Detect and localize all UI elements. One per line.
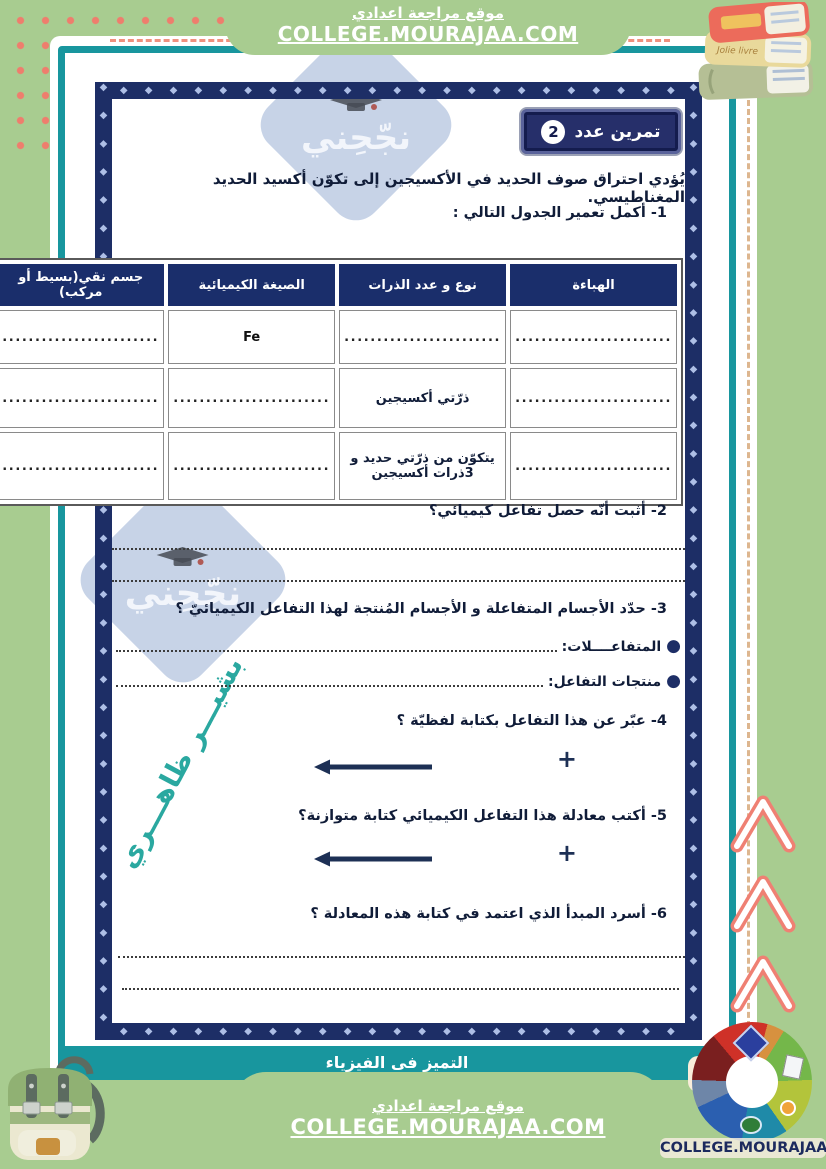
exercise-number-badge: 2: [541, 119, 566, 144]
table-cell-blank: ........................: [0, 432, 165, 500]
dashed-line-decoration: [747, 100, 750, 1045]
table-cell-blank: ........................: [510, 432, 677, 500]
atom-icon: [780, 1100, 796, 1116]
brand-watermark: نجّحِني: [69, 466, 297, 694]
question-5: 5- أكتب معادلة هذا التفاعل الكيميائي كتا…: [298, 808, 667, 824]
site-header-banner: موقع مراجعة اعدادي COLLEGE.MOURAJAA.COM: [225, 0, 631, 55]
site-footer-banner: موقع مراجعة اعدادي COLLEGE.MOURAJAA.COM: [232, 1072, 664, 1169]
table-cell-blank: ........................: [510, 310, 677, 364]
ornamental-border-right: ◆ ◆ ◆ ◆ ◆ ◆ ◆ ◆ ◆ ◆ ◆ ◆ ◆ ◆ ◆ ◆ ◆ ◆ ◆ ◆ …: [685, 82, 702, 1040]
question-4: 4- عبّر عن هذا التفاعل بكتابة لفظيّة ؟: [396, 713, 667, 729]
ornamental-border-top: ◆ ◆ ◆ ◆ ◆ ◆ ◆ ◆ ◆ ◆ ◆ ◆ ◆ ◆ ◆ ◆ ◆ ◆ ◆ ◆ …: [95, 82, 702, 99]
exercise-table: الهباءة نوع و عدد الذرات الصيغة الكيميائ…: [0, 258, 683, 506]
table-cell-blank: ........................: [168, 432, 336, 500]
table-header-atoms: نوع و عدد الذرات: [339, 264, 507, 306]
site-logo: [692, 1022, 812, 1142]
chevron-up-icon: [730, 875, 796, 933]
reaction-arrow-icon: [314, 851, 432, 867]
site-name-arabic: موقع مراجعة اعدادي: [352, 4, 504, 22]
table-cell-oxygen-atoms: ذرّتي أكسيجين: [339, 368, 507, 428]
reaction-arrow-icon: [314, 759, 432, 775]
table-row: ........................ ذرّتي أكسيجين .…: [0, 368, 677, 428]
plus-sign: +: [556, 745, 577, 773]
graduation-cap-icon: [157, 546, 209, 573]
dotted-leader: [116, 650, 557, 652]
table-cell-formula-fe: Fe: [168, 310, 336, 364]
dotted-leader: [116, 685, 543, 687]
backpack-illustration: [0, 1046, 118, 1169]
chevron-up-icon: [730, 795, 796, 853]
answer-line: [112, 548, 685, 550]
exercise-title-label: تمرين عدد: [574, 121, 661, 142]
table-header-pure-body: جسم نقي(بسيط أو مركب): [0, 264, 165, 306]
site-name-arabic: موقع مراجعة اعدادي: [372, 1097, 524, 1115]
table-cell-composition: يتكوّن من ذرّتي حديد و 3ذرات أكسيجين: [339, 432, 507, 500]
site-url: COLLEGE.MOURAJAA.COM: [277, 22, 579, 46]
products-bullet-row: ● منتجات التفاعل:: [116, 673, 681, 690]
globe-icon: [740, 1116, 762, 1134]
chevron-up-icon: [730, 955, 796, 1013]
bullet-icon: ●: [666, 636, 681, 656]
bullet-icon: ●: [666, 671, 681, 691]
reactants-label: المتفاعــــلات:: [561, 639, 662, 655]
exercise-intro-text: يُؤدي احتراق صوف الحديد في الأكسيجين إلى…: [212, 170, 685, 206]
worksheet-page: نجّحِني نجّحِني بشيـــر ظاهـــري ◆ ◆ ◆ ◆…: [0, 18, 757, 1080]
question-6: 6- أسرد المبدأ الذي اعتمد في كتابة هذه ا…: [310, 906, 667, 922]
table-header-row: الهباءة نوع و عدد الذرات الصيغة الكيميائ…: [0, 264, 677, 306]
table-cell-blank: ........................: [510, 368, 677, 428]
logo-center: [726, 1056, 778, 1108]
table-row: ........................ يتكوّن من ذرّتي…: [0, 432, 677, 500]
answer-line: [118, 956, 685, 958]
reactants-bullet-row: ● المتفاعــــلات:: [116, 638, 681, 655]
logo-site-url: COLLEGE.MOURAJAA.COM: [660, 1138, 826, 1158]
table-cell-blank: ........................: [339, 310, 507, 364]
table-row: ........................ ...............…: [0, 310, 677, 364]
exercise-content: تمرين عدد 2 يُؤدي احتراق صوف الحديد في ا…: [0, 99, 685, 1023]
table-header-molecule: الهباءة: [510, 264, 677, 306]
table-header-formula: الصيغة الكيميائية: [168, 264, 336, 306]
exercise-title-badge: تمرين عدد 2: [519, 107, 683, 156]
table-cell-blank: ........................: [168, 368, 336, 428]
svg-text:Jolie livre: Jolie livre: [715, 46, 759, 58]
table-cell-blank: ........................: [0, 368, 165, 428]
ornamental-border-left: ◆ ◆ ◆ ◆ ◆ ◆ ◆ ◆ ◆ ◆ ◆ ◆ ◆ ◆ ◆ ◆ ◆ ◆ ◆ ◆ …: [95, 82, 112, 1040]
question-3: 3- حدّد الأجسام المتفاعلة و الأجسام المُ…: [175, 601, 667, 617]
question-1: 1- أكمل تعمير الجدول التالي :: [452, 205, 667, 221]
products-label: منتجات التفاعل:: [548, 674, 662, 690]
ornamental-border-bottom: ◆ ◆ ◆ ◆ ◆ ◆ ◆ ◆ ◆ ◆ ◆ ◆ ◆ ◆ ◆ ◆ ◆ ◆ ◆ ◆ …: [95, 1023, 702, 1040]
plus-sign: +: [556, 839, 577, 867]
books-illustration: Jolie livre: [693, 0, 823, 110]
answer-line: [122, 988, 679, 990]
question-2: 2- أثبت أنّه حصل تفاعل كيميائي؟: [428, 503, 667, 519]
table-cell-blank: ........................: [0, 310, 165, 364]
site-url: COLLEGE.MOURAJAA.COM: [290, 1115, 606, 1139]
answer-line: [112, 580, 685, 582]
